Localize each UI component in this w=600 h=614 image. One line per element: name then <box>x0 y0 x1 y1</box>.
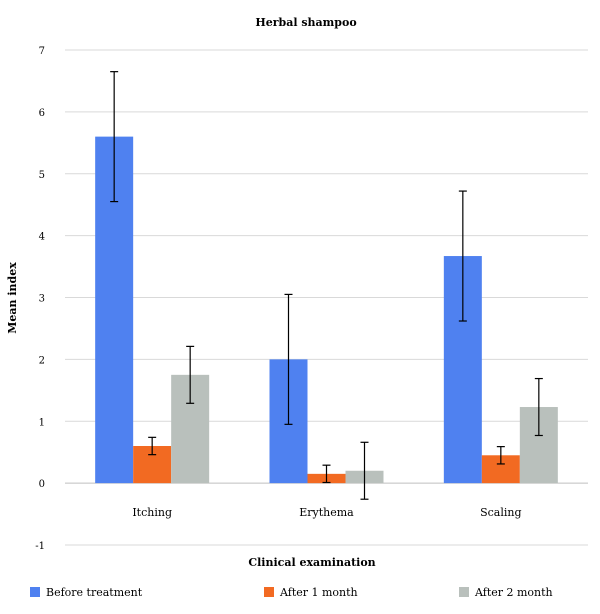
legend-swatch <box>459 587 469 597</box>
legend: Before treatment After 1 month After 2 mon… <box>30 586 553 599</box>
legend-label: After 1 month <box>279 586 358 599</box>
y-tick-label: 6 <box>39 108 45 119</box>
y-axis-ticks: -1 0 1 2 3 4 5 6 7 <box>35 46 45 552</box>
y-tick-label: 3 <box>39 294 45 305</box>
y-axis-title: Mean index <box>6 262 19 334</box>
y-tick-label: 5 <box>39 170 45 181</box>
bars <box>95 136 558 484</box>
category-label: Itching <box>132 506 172 519</box>
y-tick-label: -1 <box>35 541 45 552</box>
x-axis-title: Clinical examination <box>248 556 375 569</box>
chart-title: Herbal shampoo <box>255 16 356 29</box>
legend-label: After 2 month <box>474 586 553 599</box>
y-tick-label: 1 <box>39 417 45 428</box>
legend-label: Before treatment <box>46 586 143 599</box>
category-label: Erythema <box>299 506 354 519</box>
legend-swatch <box>30 587 40 597</box>
y-tick-label: 4 <box>39 232 45 243</box>
y-tick-label: 2 <box>39 355 45 366</box>
legend-swatch <box>264 587 274 597</box>
category-labels: Itching Erythema Scaling <box>132 506 521 519</box>
y-tick-label: 0 <box>39 479 45 490</box>
category-label: Scaling <box>480 506 521 519</box>
error-bars <box>110 71 543 500</box>
y-tick-label: 7 <box>39 46 45 57</box>
